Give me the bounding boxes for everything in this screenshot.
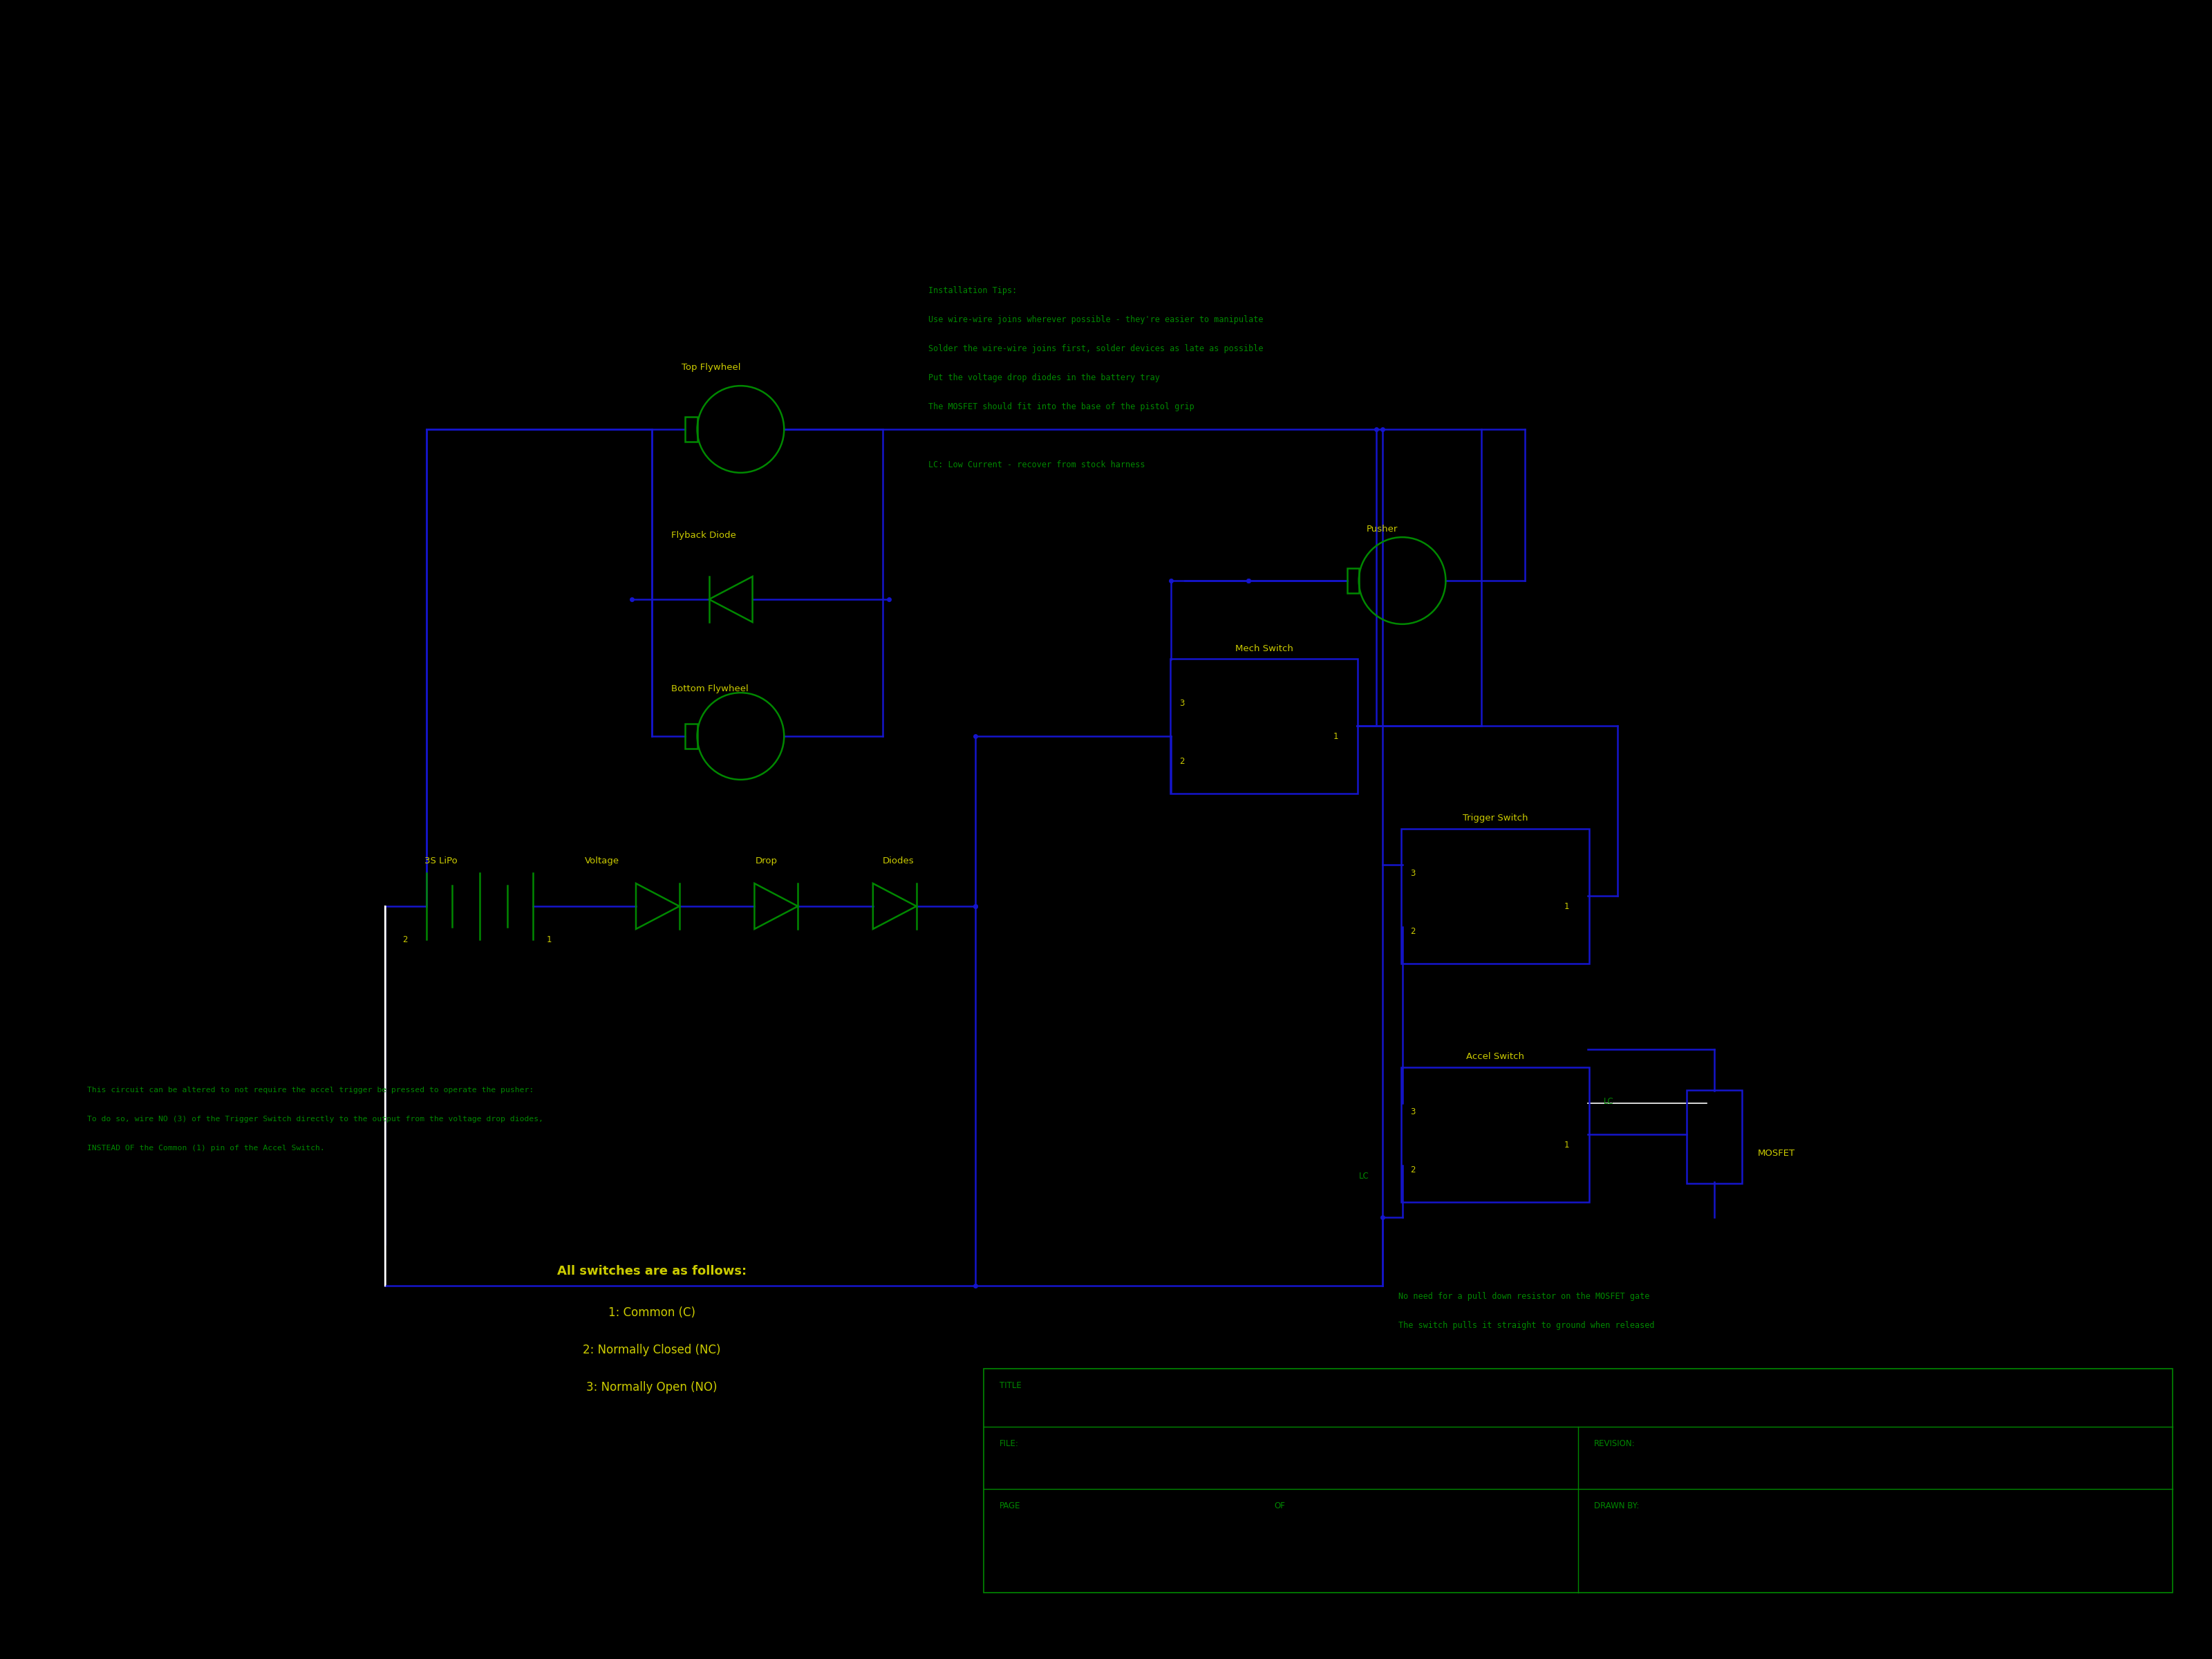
Text: Top Flywheel: Top Flywheel — [681, 363, 741, 372]
Text: FILE:: FILE: — [1000, 1438, 1018, 1448]
Text: 3: Normally Open (NO): 3: Normally Open (NO) — [586, 1380, 717, 1394]
Text: All switches are as follows:: All switches are as follows: — [557, 1264, 745, 1277]
Text: 1: Common (C): 1: Common (C) — [608, 1307, 695, 1319]
Bar — [1347, 567, 1358, 592]
Text: Voltage: Voltage — [584, 856, 619, 866]
Text: Flyback Diode: Flyback Diode — [672, 531, 737, 539]
Text: The switch pulls it straight to ground when released: The switch pulls it straight to ground w… — [1398, 1321, 1655, 1331]
Text: Drop: Drop — [754, 856, 776, 866]
Text: Accel Switch: Accel Switch — [1467, 1052, 1524, 1062]
Text: DRAWN BY:: DRAWN BY: — [1595, 1501, 1639, 1510]
Text: Pusher: Pusher — [1367, 524, 1398, 534]
Text: 3: 3 — [1411, 869, 1416, 878]
Text: 3S LiPo: 3S LiPo — [425, 856, 458, 866]
Text: PAGE: PAGE — [1000, 1501, 1020, 1510]
Text: INSTEAD OF the Common (1) pin of the Accel Switch.: INSTEAD OF the Common (1) pin of the Acc… — [86, 1145, 325, 1151]
Text: 1: 1 — [1564, 1141, 1568, 1150]
Text: LC: Low Current - recover from stock harness: LC: Low Current - recover from stock har… — [929, 460, 1146, 469]
Text: 1: 1 — [1334, 732, 1338, 742]
Text: MOSFET: MOSFET — [1759, 1148, 1796, 1158]
Text: REVISION:: REVISION: — [1595, 1438, 1635, 1448]
Text: Installation Tips:: Installation Tips: — [929, 285, 1018, 295]
Text: 2: Normally Closed (NC): 2: Normally Closed (NC) — [582, 1344, 721, 1357]
Text: 2: 2 — [1411, 1165, 1416, 1175]
Text: LC: LC — [1358, 1171, 1369, 1181]
Text: OF: OF — [1274, 1501, 1285, 1510]
Bar — [1400, 1067, 1588, 1201]
Bar — [984, 1369, 2172, 1593]
Bar — [686, 723, 697, 748]
Text: Diodes: Diodes — [883, 856, 914, 866]
Text: 2: 2 — [1411, 927, 1416, 936]
Text: Trigger Switch: Trigger Switch — [1462, 815, 1528, 823]
Bar — [686, 416, 697, 441]
Text: To do so, wire NO (3) of the Trigger Switch directly to the output from the volt: To do so, wire NO (3) of the Trigger Swi… — [86, 1115, 544, 1123]
Bar — [1400, 828, 1588, 964]
Text: Use wire-wire joins wherever possible - they're easier to manipulate: Use wire-wire joins wherever possible - … — [929, 315, 1263, 324]
Text: TITLE: TITLE — [1000, 1380, 1022, 1390]
Text: 3: 3 — [1411, 1108, 1416, 1117]
Bar — [1170, 659, 1358, 793]
Text: LC: LC — [1604, 1097, 1615, 1107]
Text: No need for a pull down resistor on the MOSFET gate: No need for a pull down resistor on the … — [1398, 1292, 1650, 1301]
Text: 2: 2 — [403, 936, 407, 944]
Text: Solder the wire-wire joins first, solder devices as late as possible: Solder the wire-wire joins first, solder… — [929, 343, 1263, 353]
Text: This circuit can be altered to not require the accel trigger be pressed to opera: This circuit can be altered to not requi… — [86, 1087, 533, 1093]
Text: The MOSFET should fit into the base of the pistol grip: The MOSFET should fit into the base of t… — [929, 401, 1194, 411]
Text: 1: 1 — [1564, 902, 1568, 911]
Text: 1: 1 — [546, 936, 551, 944]
Text: Put the voltage drop diodes in the battery tray: Put the voltage drop diodes in the batte… — [929, 373, 1159, 382]
Text: 3: 3 — [1179, 698, 1183, 708]
Text: Bottom Flywheel: Bottom Flywheel — [672, 684, 748, 693]
Text: Mech Switch: Mech Switch — [1234, 644, 1294, 654]
Text: 2: 2 — [1179, 757, 1183, 766]
Bar — [1688, 1090, 1743, 1183]
